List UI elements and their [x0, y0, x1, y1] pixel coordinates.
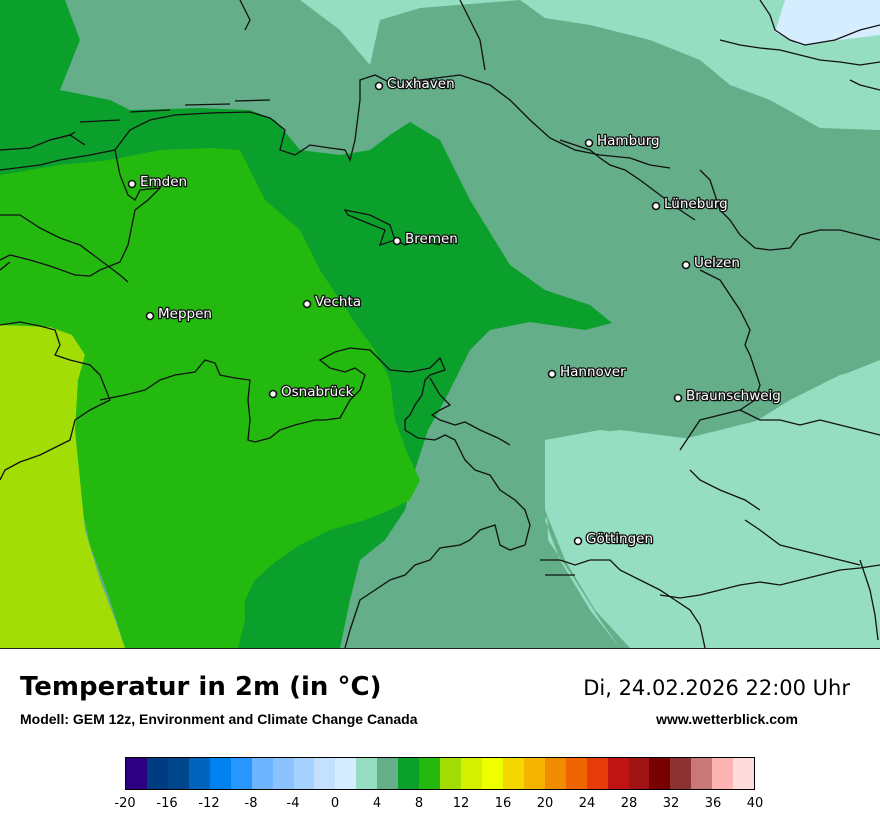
color-scale-tick-label: 16 [494, 796, 512, 811]
boundary-lines [0, 0, 880, 648]
color-scale-swatch [523, 758, 545, 789]
svg-text:Lüneburg: Lüneburg [664, 196, 728, 212]
color-scale-tick-labels: -20 -16 -12 -8 -4 0 4 8 12 16 20 24 28 32 36 40 [114, 796, 763, 812]
city-marker-braunschweig: Braunschweig [673, 387, 782, 405]
color-scale-tick-label: 40 [746, 796, 764, 811]
color-scale-tick-label: 24 [578, 796, 596, 811]
color-scale-swatch [544, 758, 566, 789]
color-scale-swatch [398, 758, 420, 789]
svg-text:Uelzen: Uelzen [694, 255, 740, 271]
city-marker-hannover: Hannover [547, 363, 627, 381]
color-scale-tick-label: 32 [662, 796, 680, 811]
color-scale-tick-label: 4 [372, 796, 382, 811]
color-scale-swatch [607, 758, 629, 789]
color-scale-swatch [167, 758, 189, 789]
field-4-6-southeast [545, 365, 880, 648]
color-scale-swatch [314, 758, 336, 789]
color-scale-swatch [481, 758, 503, 789]
color-scale-swatch [272, 758, 294, 789]
map-title: Temperatur in 2m (in °C) [20, 672, 382, 702]
city-markers: Cuxhaven Hamburg Emden Lüneburg Bremen U… [127, 75, 782, 548]
color-scale-swatch [628, 758, 650, 789]
color-scale-swatch [146, 758, 168, 789]
city-marker-osnabrueck: Osnabrück [268, 383, 355, 401]
city-marker-lueneburg: Lüneburg [651, 195, 729, 213]
color-scale-swatch [209, 758, 231, 789]
color-scale-tick-label: -20 [114, 796, 136, 811]
city-marker-uelzen: Uelzen [681, 254, 741, 272]
field-10-12 [0, 148, 420, 648]
model-credit: Modell: GEM 12z, Environment and Climate… [20, 711, 418, 727]
color-scale-swatch [356, 758, 378, 789]
color-scale-tick-label: -4 [286, 796, 300, 811]
color-scale-tick-label: 0 [330, 796, 340, 811]
baltic-sea [775, 0, 880, 45]
color-scale-swatch [251, 758, 273, 789]
color-scale-swatch [230, 758, 252, 789]
svg-text:Braunschweig: Braunschweig [686, 388, 781, 404]
color-scale-swatch [565, 758, 587, 789]
svg-text:Emden: Emden [140, 174, 187, 190]
color-scale-swatch [649, 758, 671, 789]
color-scale-swatch [377, 758, 399, 789]
color-scale-tick-label: -8 [244, 796, 258, 811]
svg-text:Meppen: Meppen [158, 306, 212, 322]
city-marker-meppen: Meppen [145, 305, 213, 323]
temperature-map: Cuxhaven Hamburg Emden Lüneburg Bremen U… [0, 0, 880, 649]
color-scale-swatch [126, 758, 147, 789]
map-canvas: Cuxhaven Hamburg Emden Lüneburg Bremen U… [0, 0, 880, 648]
field-12-14 [0, 325, 125, 648]
city-marker-hamburg: Hamburg [584, 132, 661, 150]
color-scale-tick-label: 12 [452, 796, 470, 811]
color-scale-tick-label: 8 [414, 796, 424, 811]
color-scale-swatch [586, 758, 608, 789]
city-marker-bremen: Bremen [392, 230, 459, 248]
color-scale-swatch [335, 758, 357, 789]
svg-text:Göttingen: Göttingen [586, 531, 653, 547]
forecast-datetime: Di, 24.02.2026 22:00 Uhr [583, 676, 850, 700]
color-scale-swatch [440, 758, 461, 789]
color-scale-swatch [188, 758, 210, 789]
website-link[interactable]: www.wetterblick.com [656, 711, 798, 727]
color-scale-swatch [691, 758, 713, 789]
svg-text:Cuxhaven: Cuxhaven [387, 76, 455, 92]
color-scale-swatch [712, 758, 734, 789]
color-scale-tick-label: 28 [620, 796, 638, 811]
svg-text:Hannover: Hannover [560, 364, 626, 380]
color-scale-tick-label: 20 [536, 796, 554, 811]
city-marker-vechta: Vechta [302, 293, 362, 311]
svg-text:Vechta: Vechta [315, 294, 361, 310]
field-4-6-north [300, 0, 880, 130]
city-marker-emden: Emden [127, 173, 188, 191]
color-scale-swatch [293, 758, 315, 789]
color-scale-tick-label: 36 [704, 796, 722, 811]
city-marker-cuxhaven: Cuxhaven [374, 75, 456, 93]
city-marker-goettingen: Göttingen [573, 530, 654, 548]
color-scale-tick-label: -12 [198, 796, 220, 811]
svg-text:Bremen: Bremen [405, 231, 458, 247]
color-scale-swatch [419, 758, 441, 789]
temperature-color-scale [125, 757, 755, 790]
color-scale-swatch [733, 758, 755, 789]
color-scale-swatch [502, 758, 524, 789]
color-scale-swatch [670, 758, 692, 789]
svg-text:Osnabrück: Osnabrück [281, 384, 354, 400]
color-scale-swatch [461, 758, 482, 789]
svg-text:Hamburg: Hamburg [597, 133, 660, 149]
color-scale-tick-label: -16 [156, 796, 178, 811]
